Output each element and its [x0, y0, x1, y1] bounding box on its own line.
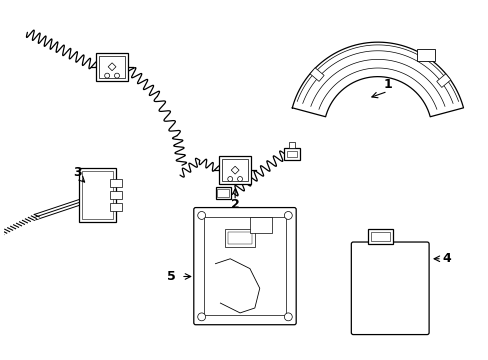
FancyBboxPatch shape — [110, 179, 122, 187]
Polygon shape — [108, 63, 116, 71]
Circle shape — [227, 176, 232, 181]
Circle shape — [197, 212, 205, 219]
FancyBboxPatch shape — [249, 217, 271, 233]
FancyBboxPatch shape — [217, 189, 229, 197]
FancyBboxPatch shape — [96, 53, 127, 81]
FancyBboxPatch shape — [193, 208, 296, 325]
Polygon shape — [231, 166, 239, 174]
FancyBboxPatch shape — [99, 56, 124, 78]
FancyBboxPatch shape — [222, 159, 247, 181]
Polygon shape — [292, 42, 463, 117]
FancyBboxPatch shape — [110, 191, 122, 199]
Circle shape — [114, 73, 119, 78]
Polygon shape — [436, 74, 450, 87]
FancyBboxPatch shape — [81, 171, 113, 219]
FancyBboxPatch shape — [110, 203, 122, 211]
FancyBboxPatch shape — [203, 217, 286, 315]
FancyBboxPatch shape — [228, 232, 251, 244]
FancyBboxPatch shape — [367, 229, 392, 244]
FancyBboxPatch shape — [350, 242, 428, 334]
Text: 1: 1 — [383, 78, 391, 91]
Text: 4: 4 — [442, 252, 450, 265]
Text: 2: 2 — [230, 198, 239, 211]
Circle shape — [284, 313, 292, 321]
Polygon shape — [309, 68, 324, 81]
Text: 5: 5 — [166, 270, 175, 283]
FancyBboxPatch shape — [215, 187, 231, 199]
FancyBboxPatch shape — [219, 156, 250, 184]
Text: 3: 3 — [73, 166, 82, 179]
FancyBboxPatch shape — [79, 168, 116, 222]
FancyBboxPatch shape — [284, 148, 300, 159]
Circle shape — [237, 176, 242, 181]
FancyBboxPatch shape — [370, 232, 389, 241]
FancyBboxPatch shape — [287, 151, 297, 157]
Circle shape — [104, 73, 109, 78]
FancyBboxPatch shape — [416, 49, 434, 61]
Circle shape — [284, 212, 292, 219]
Circle shape — [197, 313, 205, 321]
FancyBboxPatch shape — [225, 229, 254, 247]
FancyBboxPatch shape — [289, 142, 295, 148]
